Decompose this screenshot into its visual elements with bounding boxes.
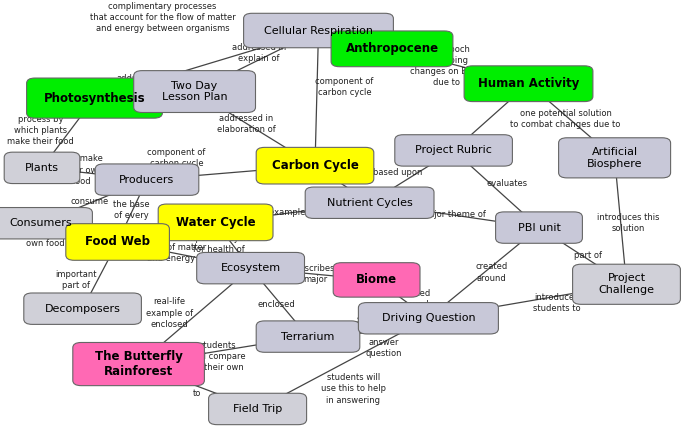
Text: students will
build this to
answer
question: students will build this to answer quest… bbox=[357, 315, 410, 358]
Text: major theme of: major theme of bbox=[421, 210, 486, 219]
Text: component of
carbon cycle: component of carbon cycle bbox=[315, 77, 374, 97]
Text: example of: example of bbox=[321, 174, 368, 183]
Text: component of
carbon cycle: component of carbon cycle bbox=[147, 148, 206, 168]
Text: Water Cycle: Water Cycle bbox=[176, 216, 256, 229]
Text: introduces this
solution: introduces this solution bbox=[597, 213, 660, 233]
Text: introduces
students to: introduces students to bbox=[533, 293, 580, 313]
Text: Anthropocene: Anthropocene bbox=[345, 42, 439, 55]
Text: addressed
in: addressed in bbox=[117, 74, 160, 94]
Text: based upon: based upon bbox=[373, 168, 422, 177]
Text: the base
of every: the base of every bbox=[113, 200, 150, 220]
Text: Two Day
Lesson Plan: Two Day Lesson Plan bbox=[162, 81, 228, 102]
Text: enclosed: enclosed bbox=[258, 300, 295, 309]
FancyBboxPatch shape bbox=[496, 212, 582, 243]
Text: students
will compare
to their own: students will compare to their own bbox=[192, 341, 245, 372]
FancyBboxPatch shape bbox=[24, 293, 141, 324]
Text: describes
major: describes major bbox=[295, 264, 335, 284]
Text: created
around: created around bbox=[398, 289, 430, 309]
Text: example of: example of bbox=[269, 208, 316, 217]
Text: Consumers: Consumers bbox=[9, 218, 72, 228]
Text: Field Trip: Field Trip bbox=[233, 404, 282, 414]
FancyBboxPatch shape bbox=[305, 187, 434, 218]
FancyBboxPatch shape bbox=[358, 303, 498, 334]
Text: addressed in
explain of: addressed in explain of bbox=[232, 43, 286, 63]
Text: Terrarium: Terrarium bbox=[281, 332, 335, 341]
FancyBboxPatch shape bbox=[0, 208, 92, 239]
Text: part of: part of bbox=[574, 251, 602, 259]
Text: addressed in
elaboration of: addressed in elaboration of bbox=[217, 114, 276, 134]
Text: Nutrient Cycles: Nutrient Cycles bbox=[327, 198, 412, 208]
Text: Cellular Respiration: Cellular Respiration bbox=[264, 26, 373, 35]
Text: Human Activity: Human Activity bbox=[478, 77, 579, 90]
FancyBboxPatch shape bbox=[333, 262, 420, 297]
Text: The Butterfly
Rainforest: The Butterfly Rainforest bbox=[94, 350, 183, 378]
Text: Carbon Cycle: Carbon Cycle bbox=[272, 159, 358, 172]
FancyBboxPatch shape bbox=[395, 135, 512, 166]
Text: can't make
own food: can't make own food bbox=[22, 228, 69, 248]
Text: evaluates: evaluates bbox=[487, 180, 528, 188]
Text: to: to bbox=[193, 389, 202, 398]
Text: created
around: created around bbox=[475, 262, 507, 283]
FancyBboxPatch shape bbox=[158, 204, 273, 241]
FancyBboxPatch shape bbox=[244, 13, 393, 48]
Text: represent the
flow of matter
and energy in: represent the flow of matter and energy … bbox=[147, 232, 206, 263]
Text: Artificial
Biosphere: Artificial Biosphere bbox=[587, 147, 643, 169]
Text: Biome: Biome bbox=[356, 273, 397, 286]
FancyBboxPatch shape bbox=[134, 71, 256, 112]
FancyBboxPatch shape bbox=[27, 78, 162, 118]
FancyBboxPatch shape bbox=[464, 66, 593, 102]
Text: one potential solution
to combat changes due to: one potential solution to combat changes… bbox=[510, 109, 621, 129]
Text: can make
their own
food: can make their own food bbox=[62, 154, 103, 186]
Text: Driving Question: Driving Question bbox=[382, 313, 475, 323]
Text: process by
which plants
make their food: process by which plants make their food bbox=[7, 115, 74, 146]
FancyBboxPatch shape bbox=[95, 164, 199, 195]
Text: new epoch
describing
changes on Earth
due to: new epoch describing changes on Earth du… bbox=[410, 45, 484, 88]
Text: consume: consume bbox=[71, 197, 108, 206]
FancyBboxPatch shape bbox=[4, 152, 80, 184]
FancyBboxPatch shape bbox=[573, 264, 680, 304]
FancyBboxPatch shape bbox=[256, 147, 374, 184]
FancyBboxPatch shape bbox=[331, 31, 453, 67]
Text: real-life
example of
enclosed: real-life example of enclosed bbox=[146, 297, 193, 329]
Text: students will
use this to help
in answering: students will use this to help in answer… bbox=[321, 373, 386, 405]
Text: Food Web: Food Web bbox=[85, 235, 150, 249]
FancyBboxPatch shape bbox=[256, 321, 360, 352]
Text: Project
Challenge: Project Challenge bbox=[598, 273, 654, 295]
Text: Decomposers: Decomposers bbox=[45, 304, 120, 313]
FancyBboxPatch shape bbox=[197, 252, 304, 284]
FancyBboxPatch shape bbox=[66, 224, 169, 260]
FancyBboxPatch shape bbox=[209, 393, 307, 425]
Text: Project Rubric: Project Rubric bbox=[415, 146, 492, 155]
FancyBboxPatch shape bbox=[559, 138, 671, 178]
Text: Producers: Producers bbox=[120, 175, 174, 184]
Text: Photosynthesis: Photosynthesis bbox=[43, 92, 146, 105]
Text: complimentary processes
that account for the flow of matter
and energy between o: complimentary processes that account for… bbox=[90, 2, 235, 33]
Text: Plants: Plants bbox=[25, 163, 59, 173]
Text: important cycle
for health of: important cycle for health of bbox=[186, 234, 251, 254]
Text: Ecosystem: Ecosystem bbox=[220, 263, 281, 273]
Text: important
part of: important part of bbox=[55, 270, 97, 290]
Text: PBI unit: PBI unit bbox=[517, 223, 561, 232]
FancyBboxPatch shape bbox=[73, 343, 204, 385]
